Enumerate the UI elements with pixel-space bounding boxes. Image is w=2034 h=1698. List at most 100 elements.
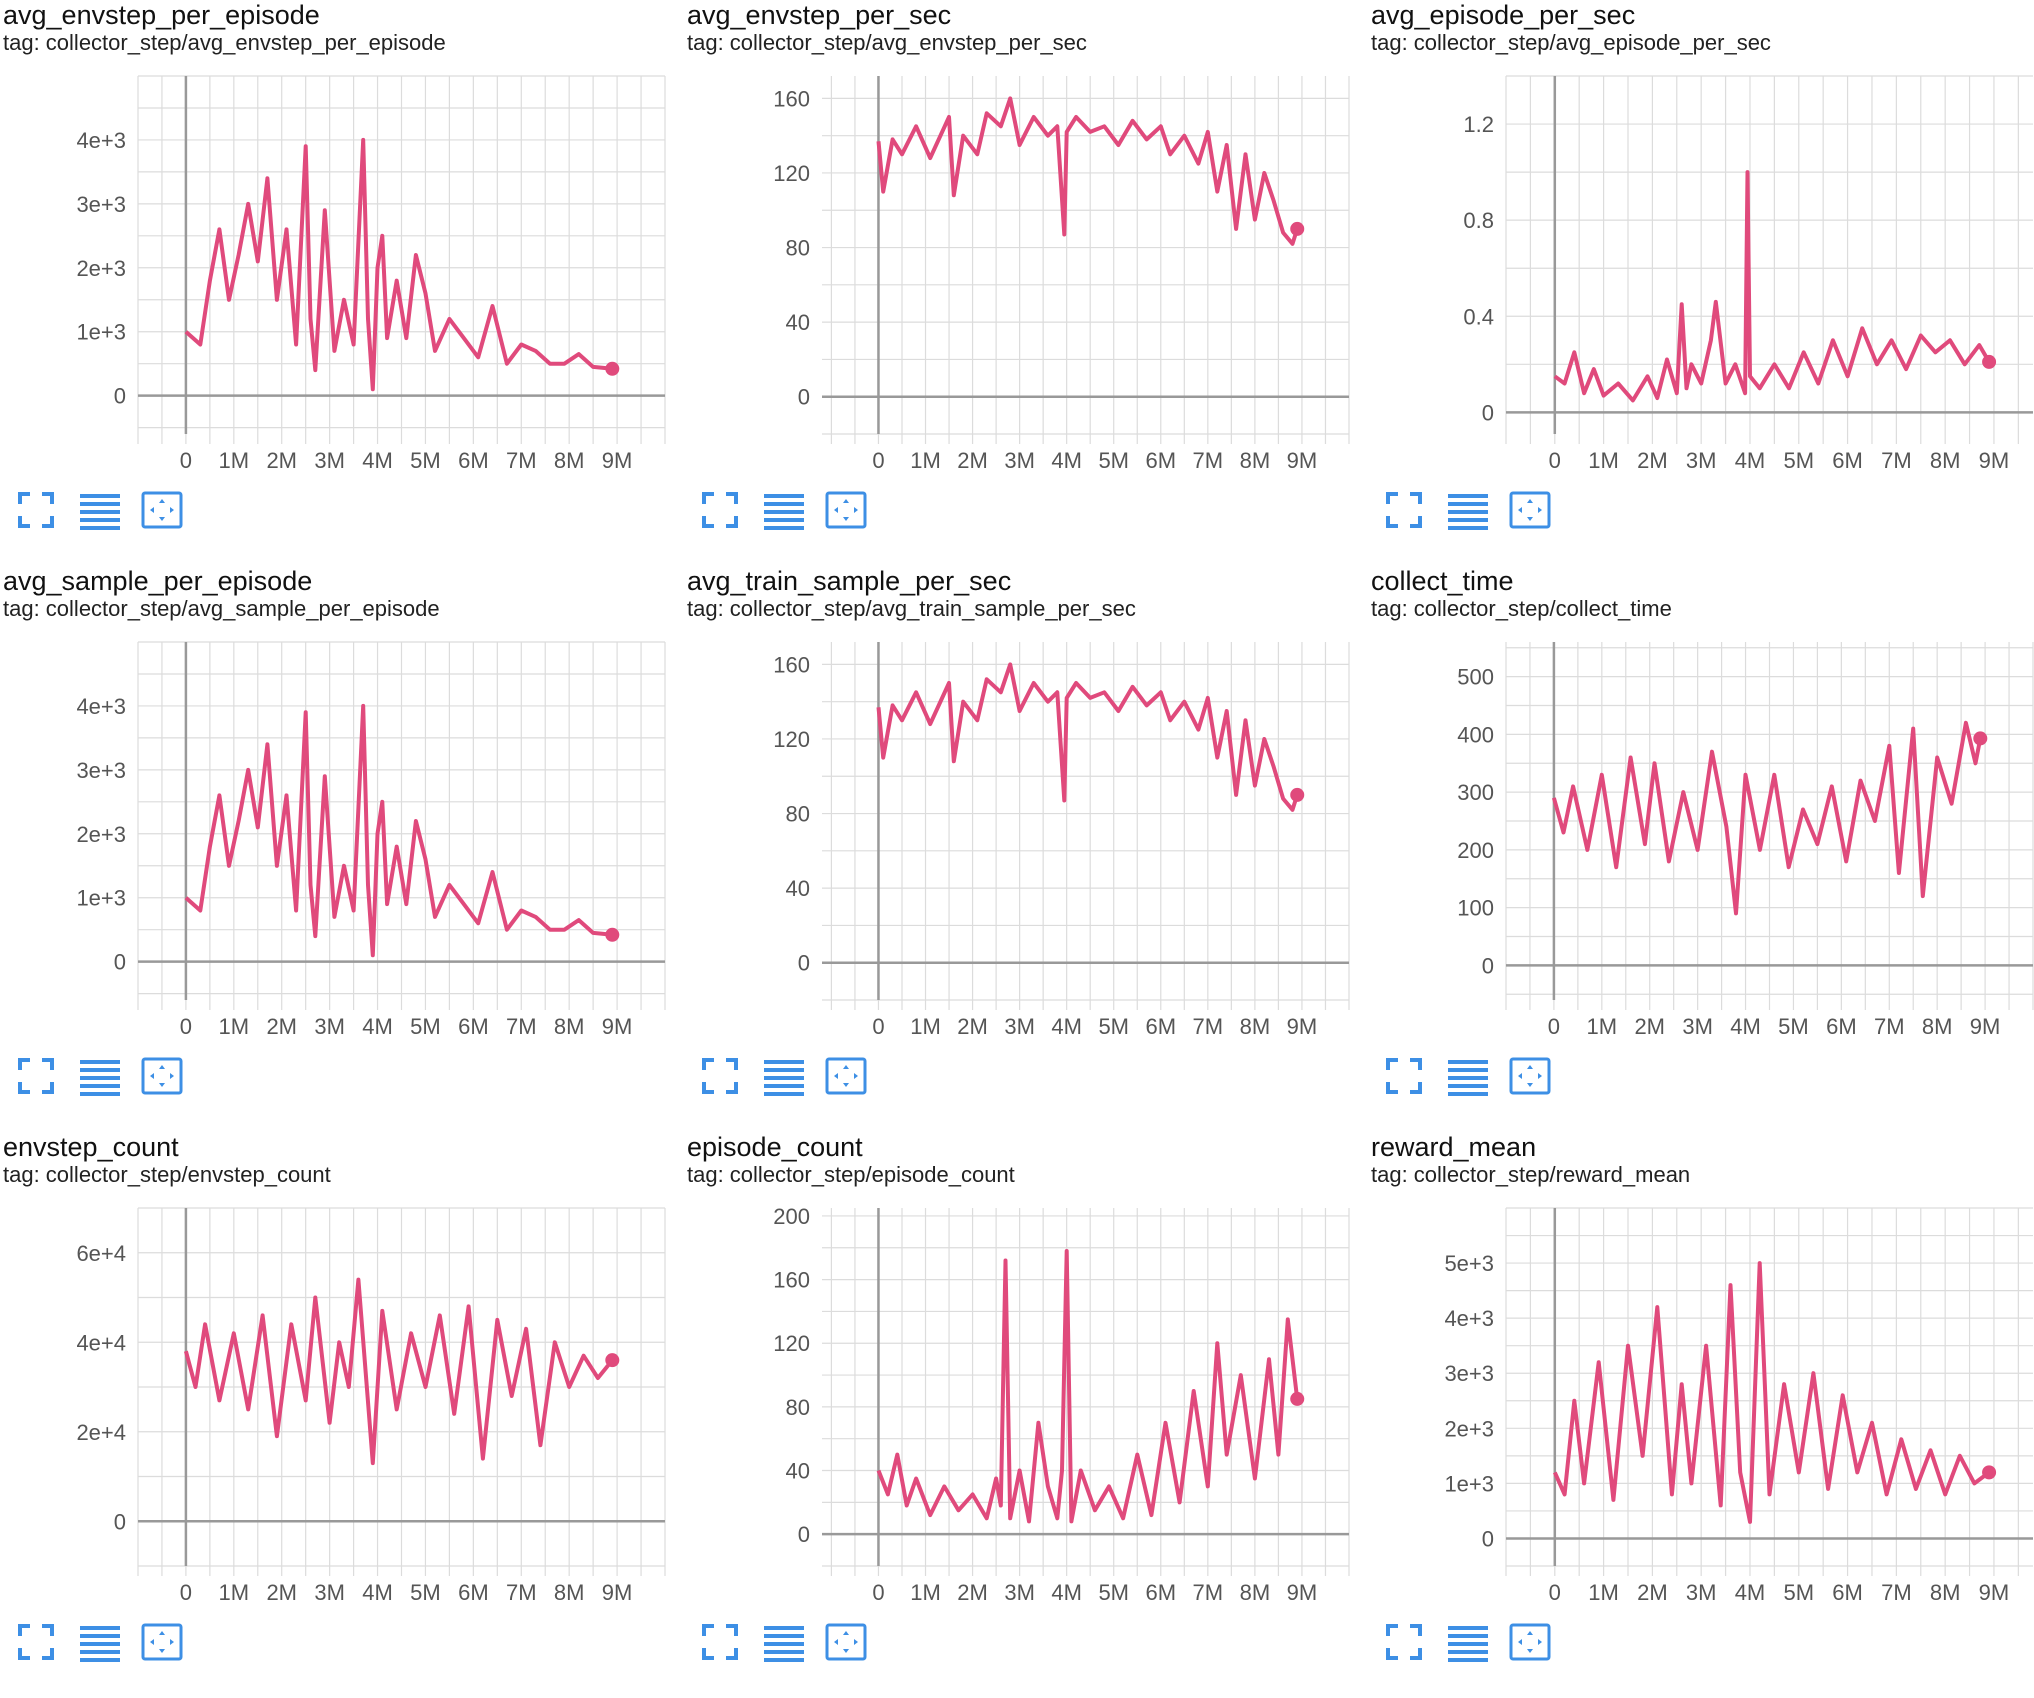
- series-line: [1552, 1261, 1991, 1524]
- y-tick-label: 3e+3: [76, 192, 126, 217]
- chart-tag: tag: collector_step/reward_mean: [1371, 1162, 1691, 1187]
- x-tick-label: 3M: [1686, 448, 1717, 473]
- toggle-log-scale-icon: [1446, 1060, 1490, 1102]
- y-tick-label: 40: [786, 876, 810, 901]
- toggle-log-scale-button[interactable]: [1446, 1620, 1490, 1664]
- x-tick-label: 1M: [1588, 1580, 1619, 1605]
- x-tick-label: 6M: [1832, 448, 1863, 473]
- line-chart: 0 40 80 120 160 0 1M 2M 3M 4M 5M 6M 7M 8M 9M: [773, 642, 1350, 1039]
- chart-tag: tag: collector_step/collect_time: [1371, 596, 1672, 621]
- chart-tag: tag: collector_step/episode_count: [687, 1162, 1015, 1187]
- chart-card: avg_train_sample_per_sec tag: collector_s…: [684, 566, 1366, 1132]
- y-tick-label: 0: [798, 1522, 810, 1547]
- y-tick-label: 200: [773, 1204, 810, 1229]
- chart-card: avg_episode_per_sec tag: collector_step/a…: [1368, 0, 2034, 566]
- toggle-log-scale-icon: [78, 1060, 122, 1102]
- y-tick-label: 0: [1482, 1526, 1494, 1551]
- x-tick-label: 0: [1548, 1014, 1560, 1039]
- fullscreen-button[interactable]: [14, 488, 58, 532]
- x-tick-label: 9M: [602, 1014, 633, 1039]
- series-line: [184, 703, 613, 958]
- x-tick-label: 7M: [1193, 448, 1224, 473]
- x-tick-label: 0: [1549, 1580, 1561, 1605]
- y-tick-label: 80: [786, 236, 810, 261]
- y-tick-label: 200: [1457, 838, 1494, 863]
- fullscreen-icon: [698, 1624, 742, 1668]
- fullscreen-button[interactable]: [1382, 1054, 1426, 1098]
- toggle-log-scale-icon: [1446, 1626, 1490, 1668]
- toggle-log-scale-icon: [78, 494, 122, 536]
- fullscreen-button[interactable]: [698, 1620, 742, 1664]
- toggle-log-scale-button[interactable]: [78, 1620, 122, 1664]
- chart-title: avg_envstep_per_episode: [3, 0, 320, 30]
- fit-domain-button[interactable]: [824, 1054, 868, 1098]
- fullscreen-button[interactable]: [14, 1620, 58, 1664]
- chart-title: collect_time: [1371, 566, 1514, 596]
- fit-domain-button[interactable]: [140, 1054, 184, 1098]
- x-tick-label: 2M: [957, 1014, 988, 1039]
- x-tick-label: 5M: [1783, 448, 1814, 473]
- fit-domain-button[interactable]: [1508, 1054, 1552, 1098]
- toggle-log-scale-icon: [762, 1626, 806, 1668]
- line-chart: 0 1e+3 2e+3 3e+3 4e+3 5e+3 0 1M 2M 3M 4M 5M 6M 7M 8M 9M: [1444, 1207, 2033, 1605]
- x-tick-label: 4M: [362, 448, 393, 473]
- x-tick-label: 3M: [1004, 1014, 1035, 1039]
- fit-domain-icon: [140, 1623, 184, 1668]
- fullscreen-button[interactable]: [1382, 1620, 1426, 1664]
- x-tick-label: 6M: [1832, 1580, 1863, 1605]
- fit-domain-button[interactable]: [140, 488, 184, 532]
- y-tick-label: 1e+3: [76, 886, 126, 911]
- x-tick-label: 7M: [1193, 1580, 1224, 1605]
- x-tick-label: 0: [872, 1014, 884, 1039]
- x-tick-label: 5M: [1783, 1580, 1814, 1605]
- toggle-log-scale-icon: [762, 1060, 806, 1102]
- line-chart: 0 0.4 0.8 1.2 0 1M 2M 3M 4M 5M 6M 7M 8M 9M: [1463, 75, 2033, 473]
- x-tick-label: 0: [872, 448, 884, 473]
- x-tick-label: 9M: [1970, 1014, 2001, 1039]
- x-tick-label: 2M: [1637, 1580, 1668, 1605]
- toggle-log-scale-button[interactable]: [762, 1620, 806, 1664]
- y-tick-label: 0: [798, 951, 810, 976]
- last-point-marker: [1290, 787, 1305, 802]
- fit-domain-button[interactable]: [824, 1620, 868, 1664]
- fullscreen-button[interactable]: [698, 488, 742, 532]
- toggle-log-scale-button[interactable]: [762, 1054, 806, 1098]
- y-tick-label: 40: [786, 1459, 810, 1484]
- toggle-log-scale-button[interactable]: [78, 488, 122, 532]
- fit-domain-button[interactable]: [140, 1620, 184, 1664]
- chart-card: avg_envstep_per_sec tag: collector_step/a…: [684, 0, 1366, 566]
- x-tick-label: 4M: [1051, 448, 1082, 473]
- x-tick-label: 8M: [1240, 1580, 1271, 1605]
- y-tick-label: 5e+3: [1444, 1251, 1494, 1276]
- x-tick-label: 3M: [1682, 1014, 1713, 1039]
- fit-domain-button[interactable]: [1508, 488, 1552, 532]
- toggle-log-scale-button[interactable]: [762, 488, 806, 532]
- x-tick-label: 1M: [1588, 448, 1619, 473]
- y-tick-label: 1e+3: [1444, 1471, 1494, 1496]
- x-tick-label: 0: [180, 1580, 192, 1605]
- fullscreen-button[interactable]: [698, 1054, 742, 1098]
- fullscreen-button[interactable]: [1382, 488, 1426, 532]
- toggle-log-scale-button[interactable]: [78, 1054, 122, 1098]
- series-line: [1553, 170, 1991, 403]
- x-tick-label: 5M: [1098, 1580, 1129, 1605]
- fit-domain-icon: [1508, 1057, 1552, 1102]
- x-tick-label: 2M: [957, 448, 988, 473]
- x-tick-label: 1M: [1587, 1014, 1618, 1039]
- y-tick-label: 120: [773, 1331, 810, 1356]
- y-tick-label: 2e+3: [76, 822, 126, 847]
- chart-tag: tag: collector_step/avg_sample_per_episo…: [3, 596, 440, 621]
- x-tick-label: 2M: [1637, 448, 1668, 473]
- x-tick-label: 9M: [1287, 1580, 1318, 1605]
- y-tick-label: 160: [773, 652, 810, 677]
- x-tick-label: 7M: [1881, 1580, 1912, 1605]
- x-tick-label: 1M: [219, 1580, 250, 1605]
- toggle-log-scale-button[interactable]: [1446, 1054, 1490, 1098]
- y-tick-label: 2e+4: [76, 1420, 126, 1445]
- y-tick-label: 0: [1482, 400, 1494, 425]
- toggle-log-scale-button[interactable]: [1446, 488, 1490, 532]
- fit-domain-button[interactable]: [824, 488, 868, 532]
- fit-domain-button[interactable]: [1508, 1620, 1552, 1664]
- y-tick-label: 80: [786, 802, 810, 827]
- fullscreen-button[interactable]: [14, 1054, 58, 1098]
